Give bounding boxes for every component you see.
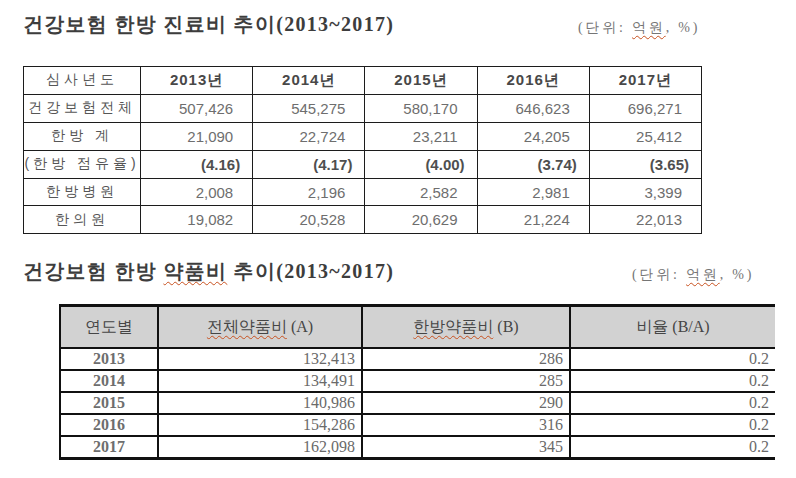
table2-header-underlined: 전체약품비 — [207, 318, 287, 335]
table2-header-cell: 한방약품비 (B) — [362, 306, 570, 349]
table1-cell: 3,399 — [589, 178, 701, 206]
table1-header-label: 심사년도 — [24, 67, 141, 95]
table2-year-cell: 2014 — [60, 370, 158, 392]
table2-value-cell: 0.2 — [570, 348, 775, 370]
table1-cell: 2,981 — [477, 178, 589, 206]
table2-header-text: (A) — [287, 318, 313, 335]
table2-header-cell: 연도별 — [60, 306, 158, 349]
section1-title: 건강보험 한방 진료비 추이(2013~2017) — [23, 11, 394, 38]
table2-value-cell: 290 — [362, 392, 570, 414]
unit-note-underlined: 억원 — [632, 20, 666, 35]
table1-row: (한방 점유율)(4.16)(4.17)(4.00)(3.74)(3.65) — [24, 150, 702, 178]
table1-cell: 580,170 — [365, 94, 477, 122]
table2-row: 2014134,4912850.2 — [60, 370, 775, 392]
table2-row: 2013132,4132860.2 — [60, 348, 775, 370]
unit-note-text: , %) — [720, 267, 755, 282]
table1-cell: 696,271 — [589, 94, 701, 122]
table1-cell: 646,623 — [477, 94, 589, 122]
table2-value-cell: 134,491 — [158, 370, 362, 392]
table1-cell: (4.17) — [253, 150, 365, 178]
table2-year-cell: 2015 — [60, 392, 158, 414]
table1-row: 한의원19,08220,52820,62921,22422,013 — [24, 206, 702, 234]
table1-cell: 2,196 — [253, 178, 365, 206]
table1-header-year: 2016년 — [477, 67, 589, 95]
table2-value-cell: 0.2 — [570, 414, 775, 436]
table1-cell: (3.65) — [589, 150, 701, 178]
table2-value-cell: 0.2 — [570, 436, 775, 459]
title-text: 건강보험 한방 — [23, 260, 163, 282]
table2-value-cell: 316 — [362, 414, 570, 436]
table1-cell: (4.00) — [365, 150, 477, 178]
table1-row-label: 한의원 — [24, 206, 141, 234]
table1-cell: 24,205 — [477, 122, 589, 150]
table1-row: 건강보험전체507,426545,275580,170646,623696,27… — [24, 94, 702, 122]
table2-row: 2015140,9862900.2 — [60, 392, 775, 414]
section2-title: 건강보험 한방 약품비 추이(2013~2017) — [23, 258, 394, 285]
table1-cell: 19,082 — [141, 206, 253, 234]
table2-header-cell: 비율 (B/A) — [570, 306, 775, 349]
table1-row: 한방 계21,09022,72423,21124,20525,412 — [24, 122, 702, 150]
drug-expense-table: 연도별전체약품비 (A)한방약품비 (B)비율 (B/A)2013132,413… — [59, 304, 775, 460]
table1-cell: 22,013 — [589, 206, 701, 234]
unit-note-text: , %) — [666, 20, 701, 35]
table2-value-cell: 154,286 — [158, 414, 362, 436]
table2-year-cell: 2013 — [60, 348, 158, 370]
section1-unit-note: (단위: 억원, %) — [578, 19, 700, 37]
table1-cell: (4.16) — [141, 150, 253, 178]
table2-value-cell: 345 — [362, 436, 570, 459]
table2-value-cell: 132,413 — [158, 348, 362, 370]
table2-row: 2017162,0983450.2 — [60, 436, 775, 459]
table1-cell: 2,582 — [365, 178, 477, 206]
table1-header-year: 2013년 — [141, 67, 253, 95]
table1-header-year: 2015년 — [365, 67, 477, 95]
table2-year-cell: 2016 — [60, 414, 158, 436]
table2-header-cell: 전체약품비 (A) — [158, 306, 362, 349]
table2-row: 2016154,2863160.2 — [60, 414, 775, 436]
table2-header-row: 연도별전체약품비 (A)한방약품비 (B)비율 (B/A) — [60, 306, 775, 349]
table1-cell: (3.74) — [477, 150, 589, 178]
table2-year-cell: 2017 — [60, 436, 158, 459]
table1-cell: 22,724 — [253, 122, 365, 150]
title-text: 추이(2013~2017) — [227, 260, 394, 282]
table1-cell: 20,528 — [253, 206, 365, 234]
table2-value-cell: 162,098 — [158, 436, 362, 459]
table1-header-year: 2017년 — [589, 67, 701, 95]
medical-expense-table: 심사년도2013년2014년2015년2016년2017년건강보험전체507,4… — [23, 66, 702, 234]
title-underlined: 약품비 — [163, 260, 227, 282]
table2-header-underlined: 한방약품비 — [413, 318, 493, 335]
table1-header-year: 2014년 — [253, 67, 365, 95]
table1-cell: 545,275 — [253, 94, 365, 122]
table2-value-cell: 140,986 — [158, 392, 362, 414]
table1-cell: 2,008 — [141, 178, 253, 206]
table1-cell: 21,224 — [477, 206, 589, 234]
table1-cell: 21,090 — [141, 122, 253, 150]
table1-cell: 23,211 — [365, 122, 477, 150]
unit-note-text: (단위: — [578, 20, 632, 35]
table1-row-label: 한방병원 — [24, 178, 141, 206]
table2-value-cell: 286 — [362, 348, 570, 370]
table1-cell: 507,426 — [141, 94, 253, 122]
table2-value-cell: 285 — [362, 370, 570, 392]
table1-row: 한방병원2,0082,1962,5822,9813,399 — [24, 178, 702, 206]
table2-header-text: (B) — [493, 318, 518, 335]
table1-cell: 20,629 — [365, 206, 477, 234]
table1-row-label: (한방 점유율) — [24, 150, 141, 178]
table1-header-row: 심사년도2013년2014년2015년2016년2017년 — [24, 67, 702, 95]
table2-value-cell: 0.2 — [570, 370, 775, 392]
document-page: 건강보험 한방 진료비 추이(2013~2017) (단위: 억원, %) 심사… — [0, 0, 796, 478]
table1-row-label: 한방 계 — [24, 122, 141, 150]
unit-note-text: (단위: — [632, 267, 686, 282]
table1-cell: 25,412 — [589, 122, 701, 150]
section2-unit-note: (단위: 억원, %) — [632, 266, 754, 284]
unit-note-underlined: 억원 — [686, 267, 720, 282]
table1-row-label: 건강보험전체 — [24, 94, 141, 122]
table2-value-cell: 0.2 — [570, 392, 775, 414]
